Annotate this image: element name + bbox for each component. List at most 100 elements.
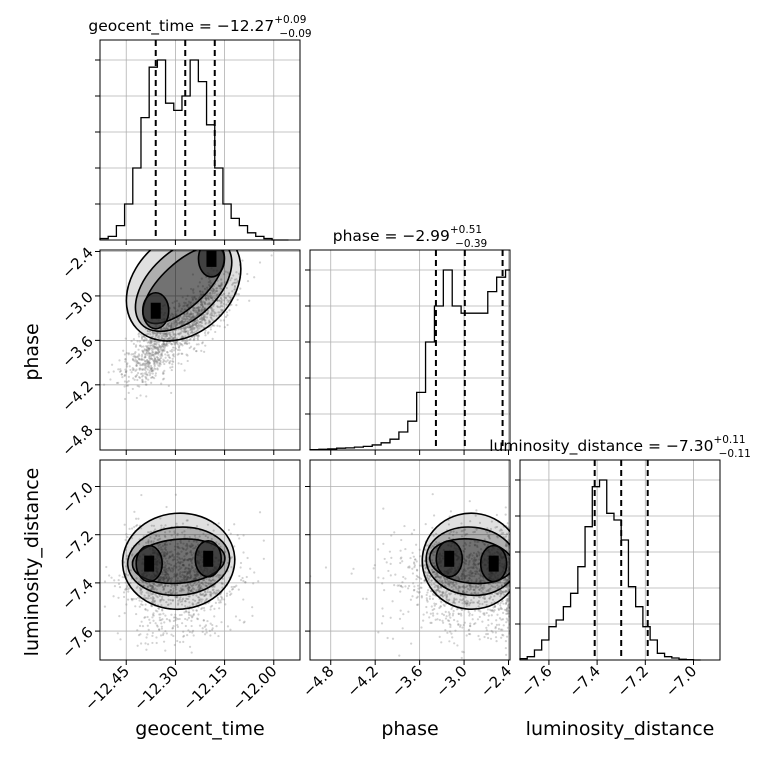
scatter-point <box>391 637 395 640</box>
scatter-point <box>175 299 178 303</box>
scatter-point <box>188 313 191 316</box>
scatter-point <box>147 347 150 350</box>
scatter-point <box>137 333 140 336</box>
scatter-point <box>214 311 217 314</box>
scatter-point <box>197 573 200 576</box>
scatter-point <box>194 573 197 576</box>
scatter-point <box>218 284 221 288</box>
scatter-point <box>154 352 157 355</box>
scatter-point <box>127 380 130 383</box>
scatter-point <box>433 570 436 573</box>
scatter-point <box>235 303 238 307</box>
scatter-point <box>197 334 201 338</box>
scatter-point <box>171 559 174 562</box>
scatter-point <box>439 605 442 608</box>
scatter-point <box>450 632 453 635</box>
scatter-point <box>212 305 215 308</box>
scatter-point <box>461 577 464 580</box>
scatter-point <box>142 345 145 348</box>
scatter-point <box>220 308 223 311</box>
scatter-point <box>193 322 196 325</box>
scatter-point <box>472 588 475 592</box>
scatter-point <box>160 548 163 551</box>
scatter-point <box>165 505 168 509</box>
scatter-point <box>434 575 437 579</box>
scatter-point <box>148 347 151 350</box>
scatter-point <box>162 578 165 581</box>
x-tick-label-geocent-time: −12.00 <box>229 662 281 714</box>
scatter-point <box>186 597 189 601</box>
scatter-point <box>155 352 158 355</box>
scatter-point <box>220 300 223 303</box>
scatter-point <box>475 571 479 574</box>
scatter-point <box>145 395 148 398</box>
scatter-point <box>505 601 508 604</box>
scatter-point <box>176 558 179 561</box>
scatter-point <box>461 650 464 653</box>
scatter-point <box>151 634 154 637</box>
scatter-point <box>385 561 388 564</box>
scatter-point <box>217 634 220 638</box>
scatter-point <box>432 534 435 537</box>
scatter-point <box>205 631 208 634</box>
scatter-point <box>186 519 189 522</box>
scatter-point <box>399 557 402 560</box>
scatter-point <box>488 597 491 600</box>
scatter-point <box>174 596 177 599</box>
scatter-point <box>179 575 183 578</box>
scatter-point <box>463 574 466 577</box>
scatter-point <box>189 557 192 561</box>
scatter-point <box>166 351 169 354</box>
scatter-point <box>164 543 167 546</box>
scatter-point <box>499 592 502 595</box>
scatter-point <box>153 367 156 370</box>
scatter-point <box>150 352 153 355</box>
scatter-point <box>165 577 168 580</box>
scatter-point <box>164 343 167 346</box>
scatter-point <box>455 608 459 611</box>
scatter-point <box>215 541 218 544</box>
scatter-point <box>504 577 507 581</box>
scatter-point <box>496 593 500 596</box>
scatter-point <box>225 594 229 597</box>
scatter-point <box>152 359 155 362</box>
scatter-point <box>176 348 180 352</box>
scatter-point <box>204 584 207 587</box>
scatter-point <box>207 295 210 298</box>
scatter-point <box>196 617 199 620</box>
scatter-point <box>179 587 183 590</box>
scatter-point <box>148 618 151 621</box>
density-peak-core <box>150 302 161 319</box>
scatter-point <box>165 333 168 336</box>
scatter-point <box>126 362 129 365</box>
scatter-point <box>161 609 164 612</box>
scatter-point <box>129 368 132 372</box>
scatter-point <box>183 570 186 574</box>
scatter-point <box>191 273 195 276</box>
scatter-point <box>184 301 187 305</box>
scatter-point <box>372 567 375 570</box>
scatter-point <box>459 598 462 601</box>
scatter-point <box>190 651 193 654</box>
scatter-point <box>468 588 471 591</box>
panel-frame <box>99 39 301 241</box>
scatter-point <box>169 331 172 334</box>
scatter-point <box>139 367 142 370</box>
scatter-point <box>151 595 155 599</box>
scatter-point <box>216 573 220 577</box>
scatter-point <box>182 548 185 551</box>
scatter-point <box>118 370 122 373</box>
scatter-point <box>173 555 176 559</box>
scatter-point <box>195 322 198 325</box>
scatter-point <box>505 612 508 615</box>
scatter-point <box>151 600 154 604</box>
scatter-point <box>413 585 416 588</box>
scatter-point <box>416 603 420 606</box>
scatter-point <box>186 315 189 318</box>
scatter-point <box>157 357 160 360</box>
scatter-point <box>398 584 401 587</box>
scatter-point <box>393 531 396 534</box>
scatter-point <box>211 578 214 582</box>
scatter-point <box>137 596 140 599</box>
